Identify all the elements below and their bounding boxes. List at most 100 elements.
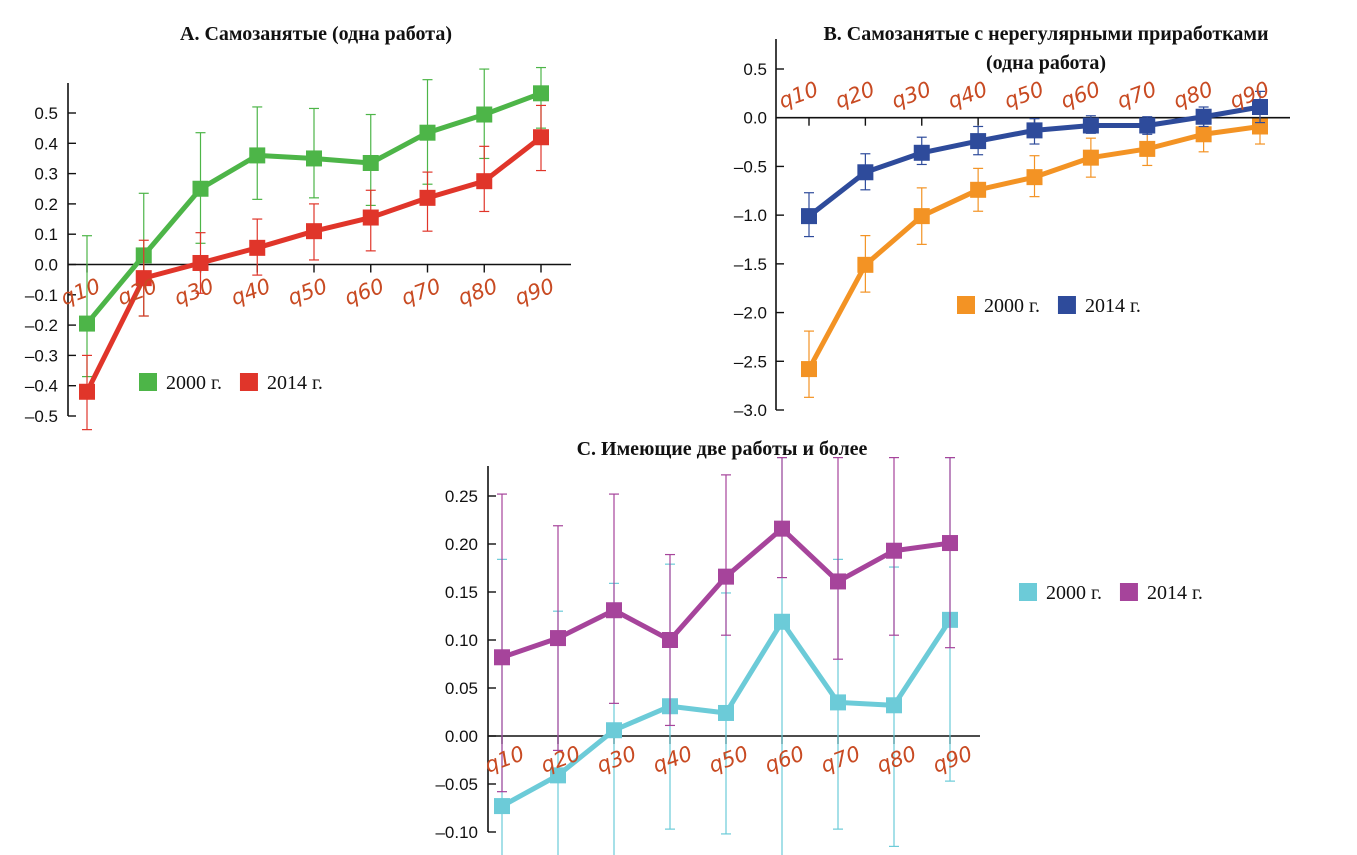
data-point [419,189,436,206]
data-point [550,767,566,784]
x-tick-label: q10 [58,274,104,310]
series-1 [79,66,549,378]
data-point [718,704,734,721]
data-point [362,209,379,226]
data-point [913,208,930,225]
data-point [857,256,874,273]
x-tick-label: q80 [874,741,920,777]
x-tick-label: q50 [706,741,752,777]
y-tick-label: 0.3 [34,165,58,184]
y-tick-label: –0.1 [25,286,58,305]
y-tick-label: –3.0 [734,401,767,420]
x-tick-label: q40 [650,741,696,777]
data-point [606,602,622,619]
y-tick-label: –0.3 [25,346,58,365]
data-point [1195,108,1212,125]
x-tick-label: q60 [1058,77,1104,113]
data-point [970,133,987,150]
x-tick-label: q70 [1114,77,1160,113]
data-point [1139,140,1156,157]
data-point [1139,117,1156,134]
data-point [494,798,510,815]
y-tick-label: 0.5 [743,60,767,79]
legend-label: 2014 г. [267,372,323,394]
y-tick-label: 0.15 [445,583,478,602]
data-point [857,164,874,181]
y-tick-label: 0.20 [445,535,478,554]
data-point [192,180,209,197]
data-point [801,208,817,225]
y-tick-label: –0.4 [25,377,58,396]
data-point [718,568,734,585]
chart-title: В. Самозанятые с нерегулярными приработк… [823,23,1268,45]
data-point [1082,149,1099,166]
data-point [1252,98,1268,115]
chart-a: А. Самозанятые (одна работа) 0.5 0.4 0.3 0.2… [25,23,571,431]
data-point [886,542,902,559]
data-point [419,124,436,141]
data-point [774,613,790,630]
y-tick-label: –1.0 [734,206,767,225]
x-tick-label: q90 [930,741,976,777]
series-2 [79,104,549,431]
x-tick-label: q30 [171,274,217,310]
y-tick-label: –1.5 [734,255,767,274]
y-tick-label: –0.5 [734,157,767,176]
data-point [830,573,846,590]
data-point [801,361,817,378]
data-point [306,223,322,240]
y-tick-label: –0.5 [25,407,58,426]
legend-swatch [1057,296,1076,314]
x-tick-label: q40 [228,274,274,310]
legend-label: 2000 г. [166,372,222,394]
chart-c: С. Имеющие две работы и более 0.25 0.20 0.1… [435,438,1203,855]
data-point [1195,126,1212,143]
data-point [79,383,95,400]
data-point [476,173,493,190]
data-point [79,315,95,332]
y-tick-label: 0.00 [445,727,478,746]
y-tick-label: –2.0 [734,304,767,323]
data-point [550,630,566,647]
chart-b: В. Самозанятые с нерегулярными приработк… [734,23,1290,420]
data-point [830,694,846,711]
chart-title: (одна работа) [986,52,1106,74]
y-tick-label: 0.0 [34,256,58,275]
series-2 [494,457,958,793]
data-point [913,144,930,161]
y-tick-label: 0.4 [34,134,58,153]
x-tick-label: q20 [538,741,584,777]
legend-label: 2000 г. [984,295,1040,317]
y-tick-label: 0.10 [445,631,478,650]
data-point [662,632,678,648]
legend: 2000 г. 2014 г. [139,372,323,394]
y-tick-label: 0.1 [34,225,58,244]
legend-swatch [139,373,157,391]
y-tick-label: 0.0 [743,109,767,128]
y-tick-label: 0.2 [34,195,58,214]
x-tick-label: q20 [832,77,878,113]
x-tick-label: q50 [285,274,331,310]
legend: 2000 г. 2014 г. [957,295,1141,317]
y-tick-label: –0.10 [435,823,478,842]
x-tick-label: q40 [945,77,991,113]
data-point [1082,117,1099,134]
series-2 [801,90,1268,238]
y-tick-label: –2.5 [734,352,767,371]
x-tick-label: q10 [776,77,822,113]
y-tick-label: 0.5 [34,104,58,123]
y-tick-label: 0.05 [445,679,478,698]
legend-swatch [239,373,258,391]
y-tick-label: –0.2 [25,316,58,335]
x-tick-label: q90 [512,274,558,310]
data-point [135,270,152,287]
x-tick-label: q70 [818,741,864,777]
data-point [942,535,958,552]
x-tick-label: q30 [888,77,934,113]
data-point [606,722,622,739]
data-point [362,154,379,171]
y-tick-label: –0.05 [435,775,478,794]
legend-swatch [1119,583,1138,601]
data-point [886,697,902,714]
